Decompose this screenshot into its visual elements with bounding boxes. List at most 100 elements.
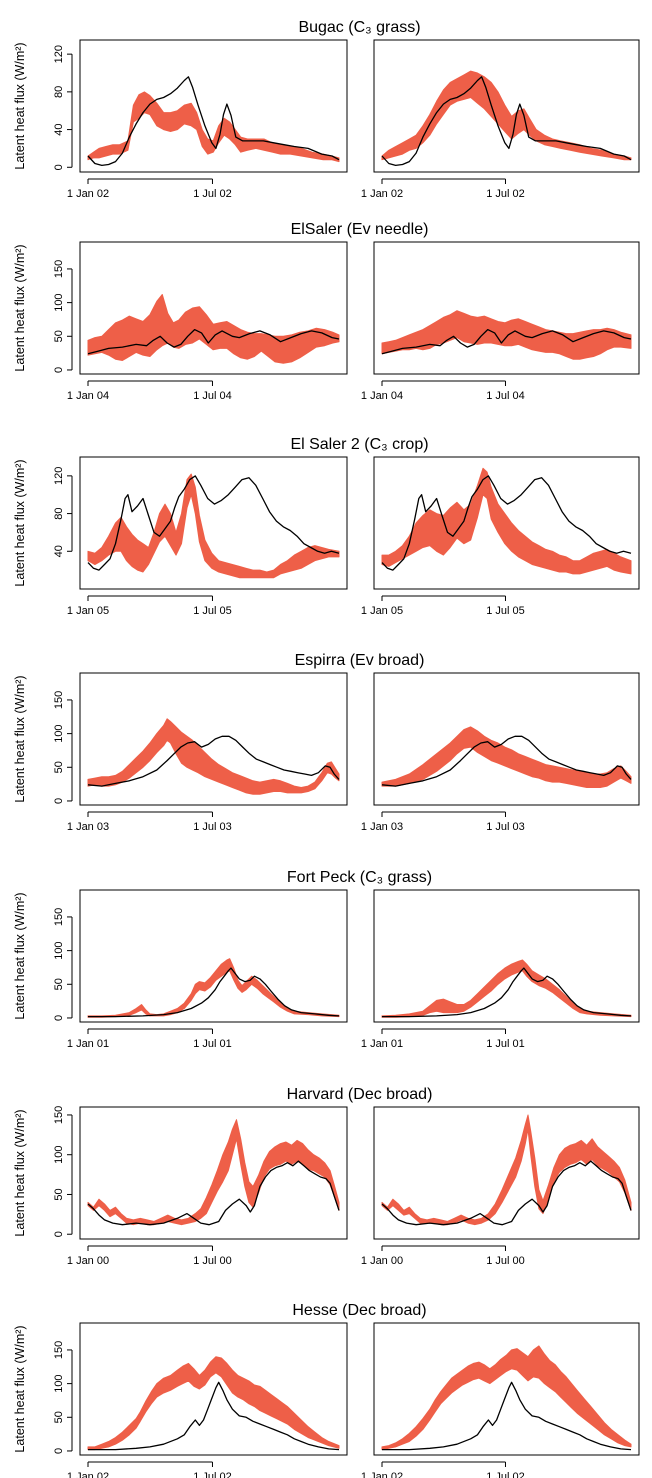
subplot-right: 1 Jan 05 1 Jul 05 xyxy=(361,456,640,617)
x-tick-label: 1 Jan 02 xyxy=(361,188,403,200)
y-tick-label: 40 xyxy=(53,123,65,135)
subplot-left: 1 Jan 02 1 Jul 02 0 50 100 150 xyxy=(53,1322,348,1478)
y-tick-label: 100 xyxy=(53,941,65,959)
observed-line xyxy=(381,735,632,787)
subplot-left: 1 Jan 05 1 Jul 05 40 80 120 xyxy=(53,456,348,617)
subplot-right: 1 Jan 02 1 Jul 02 xyxy=(361,1322,640,1478)
panel-title: Fort Peck (C₃ grass) xyxy=(287,869,432,886)
model-range-band xyxy=(87,958,340,1018)
x-tick-label: 1 Jan 05 xyxy=(67,605,109,617)
observed-line xyxy=(382,967,632,1018)
panel-title: Bugac (C₃ grass) xyxy=(298,19,420,36)
model-range-band xyxy=(381,959,632,1018)
y-tick-label: 50 xyxy=(53,330,65,342)
model-range-band xyxy=(381,1345,632,1451)
x-tick-label: 1 Jul 03 xyxy=(193,821,232,833)
observed-line xyxy=(88,1381,340,1451)
y-tick-label: 150 xyxy=(53,908,65,926)
x-tick-label: 1 Jul 02 xyxy=(193,1471,232,1478)
subplot-right: 1 Jan 01 1 Jul 01 xyxy=(361,889,640,1050)
model-range-band xyxy=(87,91,340,163)
y-tick-label: 80 xyxy=(53,507,65,519)
subplot-left: 1 Jan 04 1 Jul 04 0 50 100 150 xyxy=(53,241,348,402)
x-tick-label: 1 Jul 01 xyxy=(486,1038,525,1050)
model-range-band xyxy=(381,726,632,788)
plot-frame xyxy=(373,456,640,590)
observed-line xyxy=(87,1160,340,1226)
x-tick-label: 1 Jul 03 xyxy=(486,821,525,833)
y-axis-label: Latent heat flux (W/m²) xyxy=(13,1109,27,1236)
x-tick-label: 1 Jan 05 xyxy=(361,605,403,617)
x-tick-label: 1 Jul 05 xyxy=(486,605,525,617)
x-tick-label: 1 Jul 05 xyxy=(193,605,232,617)
y-tick-label: 0 xyxy=(53,164,65,170)
model-range-band xyxy=(87,1119,340,1226)
model-range-band xyxy=(381,310,632,360)
panel-title: Harvard (Dec broad) xyxy=(287,1086,433,1103)
x-tick-label: 1 Jul 00 xyxy=(193,1255,232,1267)
y-tick-label: 40 xyxy=(53,545,65,557)
x-tick-label: 1 Jul 02 xyxy=(193,188,232,200)
model-range-band xyxy=(381,1114,632,1226)
x-tick-label: 1 Jan 01 xyxy=(67,1038,109,1050)
y-tick-label: 150 xyxy=(53,1341,65,1359)
panel-title: ElSaler (Ev needle) xyxy=(291,221,429,238)
panel-6: Harvard (Dec broad) Latent heat flux (W/m… xyxy=(13,1086,640,1267)
x-tick-label: 1 Jan 03 xyxy=(67,821,109,833)
observed-line xyxy=(87,475,340,571)
plot-frame xyxy=(373,889,640,1023)
model-range-band xyxy=(87,294,340,364)
subplot-left: 1 Jan 02 1 Jul 02 0 40 80 120 xyxy=(53,39,348,200)
x-tick-label: 1 Jul 04 xyxy=(193,390,232,402)
panel-1: Bugac (C₃ grass) Latent heat flux (W/m²) 1… xyxy=(13,19,640,200)
x-tick-label: 1 Jul 04 xyxy=(486,390,525,402)
plot-frame xyxy=(373,39,640,173)
x-tick-label: 1 Jul 02 xyxy=(486,188,525,200)
panel-4: Espirra (Ev broad) Latent heat flux (W/m²… xyxy=(13,652,640,833)
observed-line xyxy=(381,328,632,355)
plot-frame xyxy=(79,241,348,375)
subplot-left: 1 Jan 00 1 Jul 00 0 50 100 150 xyxy=(53,1106,348,1267)
observed-line xyxy=(88,967,340,1018)
y-tick-label: 0 xyxy=(53,367,65,373)
plot-frame xyxy=(373,1106,640,1240)
plot-frame xyxy=(373,1322,640,1456)
y-tick-label: 100 xyxy=(53,724,65,742)
subplot-left: 1 Jan 03 1 Jul 03 0 50 100 150 xyxy=(53,672,348,833)
plot-frame xyxy=(79,39,348,173)
plot-frame xyxy=(79,1106,348,1240)
plot-frame xyxy=(79,889,348,1023)
model-range-band xyxy=(381,467,632,575)
plot-frame xyxy=(79,1322,348,1456)
x-tick-label: 1 Jan 01 xyxy=(361,1038,403,1050)
x-tick-label: 1 Jul 00 xyxy=(486,1255,525,1267)
model-range-band xyxy=(87,1356,340,1451)
y-tick-label: 80 xyxy=(53,86,65,98)
panel-title: Espirra (Ev broad) xyxy=(295,652,425,669)
panel-2: ElSaler (Ev needle) Latent heat flux (W/m… xyxy=(13,221,640,402)
y-axis-label: Latent heat flux (W/m²) xyxy=(13,459,27,586)
x-tick-label: 1 Jan 02 xyxy=(67,188,109,200)
observed-line xyxy=(381,1160,632,1226)
y-axis-label: Latent heat flux (W/m²) xyxy=(13,892,27,1019)
x-tick-label: 1 Jan 02 xyxy=(361,1471,403,1478)
observed-line xyxy=(87,735,340,787)
plot-frame xyxy=(79,456,348,590)
subplot-right: 1 Jan 03 1 Jul 03 xyxy=(361,672,640,833)
panel-5: Fort Peck (C₃ grass) Latent heat flux (W/… xyxy=(13,869,640,1050)
y-axis-label: Latent heat flux (W/m²) xyxy=(13,244,27,371)
subplot-right: 1 Jan 02 1 Jul 02 xyxy=(361,39,640,200)
subplot-left: 1 Jan 01 1 Jul 01 0 50 100 150 xyxy=(53,889,348,1050)
y-axis-label: Latent heat flux (W/m²) xyxy=(13,1325,27,1452)
subplot-right: 1 Jan 04 1 Jul 04 xyxy=(361,241,640,402)
x-tick-label: 1 Jan 04 xyxy=(67,390,109,402)
panel-title: Hesse (Dec broad) xyxy=(292,1302,426,1319)
x-tick-label: 1 Jan 00 xyxy=(361,1255,403,1267)
x-tick-label: 1 Jan 03 xyxy=(361,821,403,833)
y-tick-label: 0 xyxy=(53,1448,65,1454)
observed-line xyxy=(87,76,340,167)
x-tick-label: 1 Jul 01 xyxy=(193,1038,232,1050)
y-axis-label: Latent heat flux (W/m²) xyxy=(13,675,27,802)
y-tick-label: 150 xyxy=(53,1106,65,1124)
